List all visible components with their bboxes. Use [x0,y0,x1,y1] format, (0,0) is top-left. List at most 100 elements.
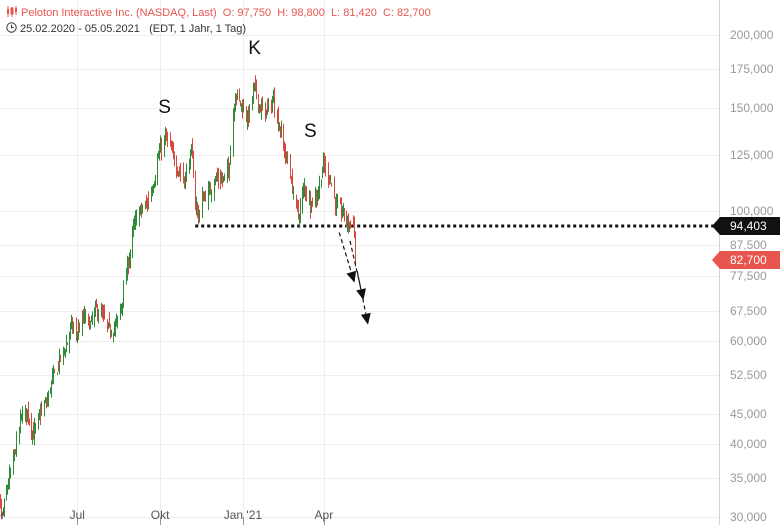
candle-body [318,191,319,195]
candle-body [296,195,297,202]
candle-body [21,413,22,419]
candle-body [309,196,310,199]
candle-body [218,174,219,181]
clock-icon [6,22,17,36]
candle-body [268,102,269,107]
y-tick-label: 67,500 [730,304,767,319]
candle-body [67,342,68,345]
candle-body [354,221,355,238]
candle-body [140,206,141,211]
candle-body [306,194,307,196]
candle-body [120,308,121,317]
candle-body [252,97,253,107]
candle-body [291,178,292,184]
candle-body [2,512,3,515]
candle-body [319,183,320,193]
candle-body [83,316,84,319]
candle-body [186,169,187,176]
candle-body [33,430,34,440]
candle-body [329,177,330,181]
candle-body [197,203,198,210]
candle-body [20,417,21,426]
candle-body [343,207,344,212]
candle-body [239,92,240,99]
candle-body [236,95,237,97]
y-tick-label: 175,000 [730,62,774,77]
x-tick-label: Jan '21 [223,508,263,522]
candle-body [260,105,261,113]
trend-arrow-head [346,270,357,283]
candle-body [52,375,53,379]
candle-body [265,108,266,117]
candle-body [101,310,102,317]
candle-body [274,111,275,114]
candle-body [78,327,79,333]
candle-body [273,97,274,103]
candle-body [330,180,331,184]
candle-body [233,115,234,150]
candle-body [221,179,222,183]
grid-lines [0,0,719,525]
candle-body [26,408,27,417]
candle-body [280,126,281,133]
candle-body [350,221,351,223]
candle-body [216,177,217,179]
candle-body [117,316,118,323]
candle-body [277,112,278,117]
candle-body [285,150,286,156]
candle-body [85,313,86,318]
y-tick-label: 40,000 [730,436,767,451]
period-range: 25.02.2020 - 05.05.2021 [20,22,140,35]
candle-body [158,157,159,159]
candle-body [1,507,2,515]
candle-body [224,173,225,176]
candle-body [202,201,203,217]
candle-body [139,212,140,219]
candle-body [146,203,147,205]
candle-body [317,197,318,202]
candle-body [228,164,229,171]
candle-body [123,287,124,306]
candle-body [205,194,206,201]
y-tick-label: 30,000 [730,510,767,524]
candle-body [170,137,171,145]
candle-body [248,111,249,121]
candle-body [16,436,17,456]
candle-body [184,177,185,187]
candle-body [222,179,223,181]
candle-body [305,186,306,194]
candle-body [171,144,172,151]
candle-body [300,206,301,216]
candle-body [230,148,231,165]
candle-body [167,137,168,139]
candle-body [179,170,180,172]
candle-body [199,213,200,218]
candle-body [70,326,71,333]
candle-body [297,200,298,208]
candle-body [341,203,342,215]
candle-body [152,189,153,193]
candle-body [102,311,103,314]
candle-body [27,409,28,415]
candle-body [243,107,244,112]
candle-body [108,322,109,327]
candle-body [71,320,72,325]
candle-body [38,415,39,427]
candle-body [60,355,61,360]
instrument-header: Peloton Interactive Inc. (NASDAQ, Last) … [6,6,431,20]
candle-body [302,192,303,208]
candle-body [58,363,59,367]
candle-body [107,320,108,324]
candle-body [73,327,74,329]
candle-body [129,259,130,266]
trend-arrows-group [338,232,371,325]
candle-body [278,114,279,129]
candle-body [166,134,167,136]
candle-body [0,495,1,506]
candle-body [204,195,205,200]
candle-body [286,153,287,159]
y-tick-label: 45,000 [730,407,767,422]
candle-body [240,100,241,105]
candle-body [47,398,48,404]
